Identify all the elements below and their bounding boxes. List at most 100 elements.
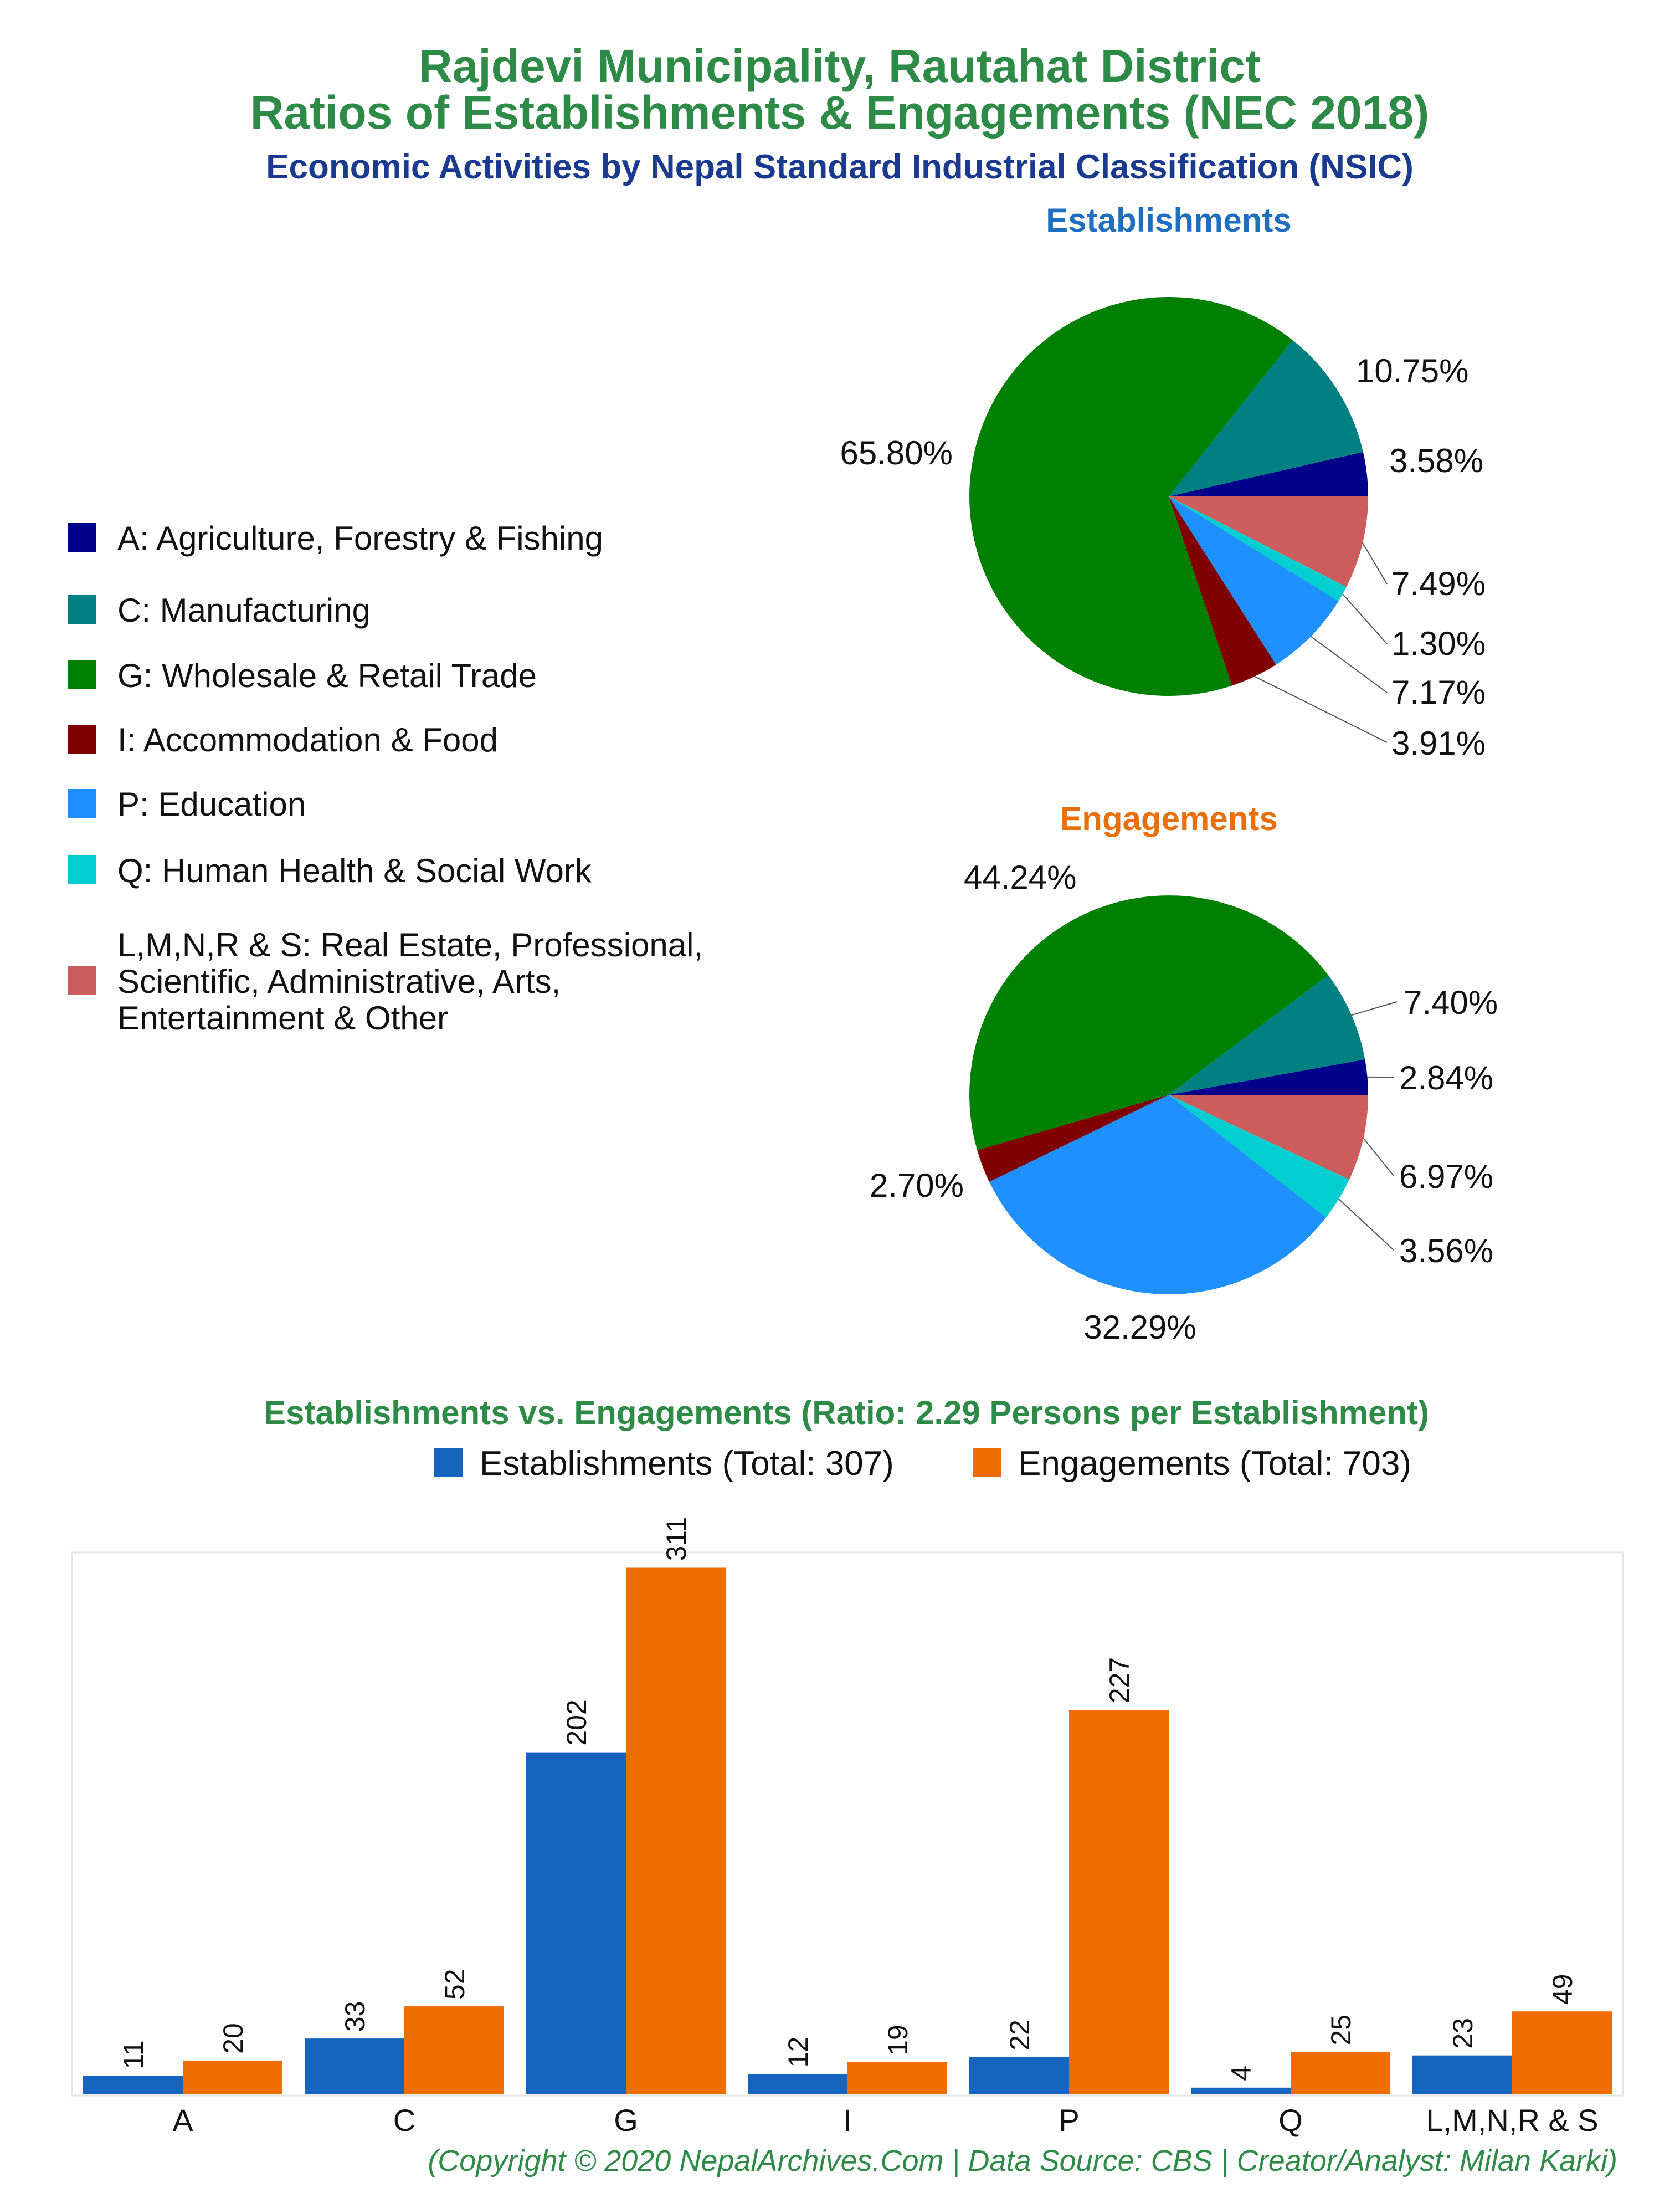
legend-label-lmnrs-line1: L,M,N,R & S: Real Estate, Professional,: [117, 926, 703, 964]
engagements-pie-label-lmnrs: 6.97%: [1399, 1158, 1493, 1195]
establishments-pie-slice-c: [1169, 340, 1363, 496]
bar-category-label-i: I: [843, 2103, 852, 2138]
bar-chart-legend: Establishments (Total: 307) Engagements …: [434, 1444, 1411, 1483]
bar-value-label-engagements-q: 25: [1325, 2015, 1357, 2046]
bar-establishments-lmnrs: [1412, 2055, 1512, 2094]
legend-swatch-q: [68, 855, 96, 884]
legend-swatch-c: [68, 595, 96, 624]
engagements-pie-leader-line-lmnrs: [1363, 1138, 1394, 1176]
bar-legend-label-establishments: Establishments (Total: 307): [480, 1444, 894, 1483]
legend-label-q: Q: Human Health & Social Work: [117, 852, 592, 889]
engagements-pie-leader-line-c: [1351, 1001, 1398, 1016]
legend-label-a: A: Agriculture, Forestry & Fishing: [117, 520, 603, 557]
engagements-pie-label-g: 44.24%: [964, 859, 1077, 896]
establishments-pie-slice-p: [1169, 496, 1339, 665]
establishments-pie-slice-lmnrs: [1169, 496, 1368, 587]
engagements-pie-label-c: 7.40%: [1404, 984, 1498, 1021]
establishments-pie-slice-i: [1169, 496, 1276, 686]
bar-establishments-g: [526, 1752, 626, 2094]
subtitle: Economic Activities by Nepal Standard In…: [266, 148, 1414, 186]
engagements-pie-slice-i: [977, 1095, 1169, 1182]
engagements-pie-slice-q: [1169, 1095, 1349, 1218]
bar-category-label-c: C: [393, 2103, 415, 2138]
legend-label-g: G: Wholesale & Retail Trade: [117, 657, 537, 694]
engagements-pie-title: Engagements: [1060, 800, 1277, 837]
legend-label-i: I: Accommodation & Food: [117, 721, 498, 759]
bar-category-label-p: P: [1059, 2103, 1079, 2138]
bar-value-label-engagements-lmnrs: 49: [1547, 1974, 1578, 2005]
bar-value-label-engagements-p: 227: [1104, 1657, 1135, 1703]
bar-value-label-engagements-g: 311: [661, 1517, 692, 1561]
engagements-pie-label-a: 2.84%: [1399, 1059, 1493, 1096]
bar-category-label-g: G: [614, 2103, 638, 2138]
bar-category-label-lmnrs: L,M,N,R & S: [1426, 2103, 1598, 2138]
legend-swatch-lmnrs: [68, 966, 96, 995]
establishments-pie-leader-line-p: [1310, 636, 1388, 693]
establishments-pie-leader-line-q: [1342, 593, 1388, 644]
bar-category-label-a: A: [172, 2103, 193, 2138]
establishments-pie-leader-line-i: [1254, 676, 1388, 743]
engagements-pie-slice-a: [1169, 1059, 1368, 1095]
bar-plot-area: [71, 1551, 1624, 2097]
legend-label-c: C: Manufacturing: [117, 592, 371, 629]
establishments-pie-label-c: 10.75%: [1356, 352, 1469, 390]
legend-swatch-g: [68, 660, 96, 689]
engagements-pie-label-i: 2.70%: [870, 1167, 964, 1204]
establishments-pie-leader-line-lmnrs: [1362, 542, 1388, 585]
establishments-pie-chart: 3.58% 10.75% 65.80% 3.91% 7.17% 1.30% 7.49%: [840, 297, 1486, 762]
engagements-pie-label-p: 32.29%: [1083, 1309, 1196, 1346]
establishments-pie-slice-g: [969, 297, 1293, 696]
bar-legend-swatch-establishments: [434, 1448, 463, 1477]
bar-value-label-establishments-i: 12: [783, 2037, 814, 2068]
bar-engagements-c: [404, 2006, 504, 2094]
legend-swatch-i: [68, 725, 96, 754]
bar-value-label-establishments-g: 202: [561, 1699, 592, 1745]
legend-swatch-a: [68, 523, 96, 552]
bar-legend-label-engagements: Engagements (Total: 703): [1018, 1444, 1411, 1483]
establishments-pie-label-q: 1.30%: [1391, 625, 1486, 662]
bar-engagements-g: [626, 1567, 726, 2094]
bar-chart: 11 20 A 33 52 C 202 311 G 12 19 I 22 227 P 4 25 Q 23 49 L,M,…: [83, 1517, 1612, 2138]
legend-label-lmnrs-line2: Scientific, Administrative, Arts,: [117, 963, 561, 1000]
bar-value-label-establishments-lmnrs: 23: [1447, 2018, 1478, 2049]
bar-value-label-establishments-p: 22: [1004, 2020, 1035, 2051]
bar-value-label-establishments-a: 11: [118, 2040, 149, 2069]
establishments-pie-slice-a: [1169, 452, 1368, 496]
bar-chart-title: Establishments vs. Engagements (Ratio: 2…: [264, 1394, 1429, 1431]
establishments-pie-label-i: 3.91%: [1391, 725, 1486, 762]
establishments-pie-title: Establishments: [1046, 202, 1291, 239]
engagements-pie-slice-g: [969, 895, 1328, 1150]
engagements-pie-slice-p: [989, 1095, 1326, 1295]
bar-establishments-i: [748, 2074, 847, 2094]
legend-label-p: P: Education: [117, 786, 306, 823]
bar-value-label-engagements-i: 19: [882, 2025, 913, 2056]
bar-engagements-p: [1069, 1710, 1169, 2094]
bar-legend-swatch-engagements: [973, 1448, 1001, 1477]
footer-credit: (Copyright © 2020 NepalArchives.Com | Da…: [428, 2144, 1617, 2177]
bar-establishments-a: [83, 2076, 183, 2094]
establishments-pie-slice-q: [1169, 496, 1347, 601]
establishments-pie-label-lmnrs: 7.49%: [1391, 565, 1486, 602]
bar-value-label-engagements-c: 52: [439, 1969, 470, 2000]
bar-value-label-establishments-c: 33: [340, 2001, 371, 2032]
bar-engagements-i: [847, 2062, 947, 2094]
legend-label-lmnrs-line3: Entertainment & Other: [117, 1000, 448, 1037]
bar-value-label-establishments-q: 4: [1226, 2066, 1257, 2081]
legend-swatch-p: [68, 789, 96, 818]
establishments-pie-label-p: 7.17%: [1391, 674, 1486, 711]
establishments-pie-label-g: 65.80%: [840, 434, 953, 472]
engagements-pie-slice-c: [1169, 975, 1365, 1095]
bar-establishments-q: [1191, 2087, 1291, 2094]
bar-establishments-p: [969, 2057, 1069, 2094]
bar-engagements-a: [183, 2060, 282, 2094]
bar-value-label-engagements-a: 20: [218, 2023, 249, 2054]
bar-engagements-lmnrs: [1512, 2011, 1612, 2094]
bar-category-label-q: Q: [1278, 2103, 1303, 2138]
bar-establishments-c: [305, 2038, 404, 2094]
main-title-line2: Ratios of Establishments & Engagements (…: [250, 86, 1430, 139]
establishments-pie-label-a: 3.58%: [1389, 442, 1483, 479]
engagements-pie-leader-line-q: [1338, 1198, 1394, 1251]
main-title-line1: Rajdevi Municipality, Rautahat District: [419, 40, 1261, 92]
engagements-pie-label-q: 3.56%: [1399, 1232, 1493, 1269]
